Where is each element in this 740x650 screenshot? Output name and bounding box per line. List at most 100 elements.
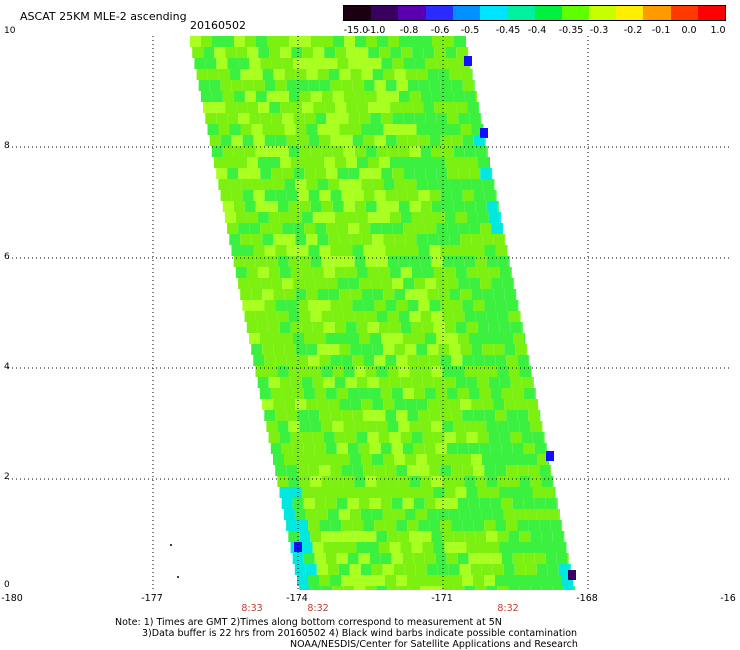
swath-cell bbox=[435, 498, 447, 509]
swath-cell bbox=[310, 256, 322, 267]
swath-cell bbox=[446, 443, 458, 454]
swath-cell bbox=[464, 91, 476, 102]
swath-cell bbox=[433, 322, 445, 333]
swath-cell bbox=[264, 410, 276, 421]
swath-cell bbox=[510, 432, 522, 443]
swath-cell bbox=[378, 377, 390, 388]
swath-cell bbox=[303, 498, 315, 509]
swath-cell bbox=[567, 553, 569, 564]
swath-cell bbox=[273, 289, 285, 300]
swath-cell bbox=[360, 509, 372, 520]
swath-cell bbox=[418, 190, 430, 201]
swath-cell bbox=[543, 487, 555, 498]
swath-cell bbox=[449, 234, 461, 245]
swath-cell bbox=[431, 311, 443, 322]
swath-cell bbox=[473, 190, 485, 201]
swath-cell bbox=[446, 498, 458, 509]
swath-cell bbox=[284, 179, 296, 190]
swath-cell bbox=[410, 36, 421, 47]
swath-cell bbox=[299, 421, 311, 432]
swath-cell bbox=[446, 388, 458, 399]
swath-cell bbox=[303, 443, 315, 454]
swath-cell bbox=[455, 542, 467, 553]
swath-cell bbox=[420, 256, 432, 267]
swath-cell bbox=[371, 564, 383, 575]
swath-cell bbox=[473, 135, 485, 146]
swath-cell bbox=[365, 421, 377, 432]
swath-cell bbox=[357, 102, 369, 113]
swath-cell bbox=[372, 344, 384, 355]
swath-cell bbox=[365, 256, 377, 267]
swath-cell bbox=[260, 58, 272, 69]
swath-cell bbox=[400, 487, 412, 498]
swath-cell bbox=[332, 311, 344, 322]
swath-cell bbox=[321, 91, 333, 102]
swath-cell bbox=[306, 124, 318, 135]
swath-cell bbox=[338, 564, 350, 575]
swath-cell bbox=[475, 311, 487, 322]
swath-cell bbox=[244, 146, 256, 157]
swath-cell bbox=[260, 223, 272, 234]
swath-cell bbox=[442, 366, 454, 377]
swath-cell bbox=[319, 465, 331, 476]
color-scale-label: -0.1 bbox=[651, 25, 671, 36]
swath-cell bbox=[394, 69, 406, 80]
swath-cell bbox=[420, 201, 432, 212]
swath-cell bbox=[387, 91, 399, 102]
swath-cell bbox=[447, 58, 459, 69]
swath-cell bbox=[370, 58, 382, 69]
swath-cell bbox=[388, 36, 399, 47]
swath-cell bbox=[451, 135, 463, 146]
swath-cell bbox=[246, 267, 258, 278]
swath-cell bbox=[374, 465, 386, 476]
swath-cell bbox=[550, 465, 552, 476]
swath-cell bbox=[444, 377, 456, 388]
swath-cell bbox=[420, 311, 432, 322]
swath-cell bbox=[358, 553, 370, 564]
swath-cell bbox=[238, 113, 250, 124]
swath-cell bbox=[409, 201, 421, 212]
swath-edge-cell bbox=[480, 128, 488, 138]
swath-cell bbox=[465, 36, 466, 47]
swath-cell bbox=[398, 531, 410, 542]
swath-cell bbox=[396, 300, 408, 311]
swath-cell bbox=[517, 410, 529, 421]
swath-cell bbox=[376, 146, 388, 157]
swath-cell bbox=[374, 190, 386, 201]
swath-cell bbox=[277, 366, 289, 377]
swath-cell bbox=[354, 531, 366, 542]
swath-cell bbox=[418, 410, 430, 421]
swath-cell bbox=[292, 553, 304, 564]
swath-cell bbox=[398, 476, 410, 487]
swath-cell bbox=[369, 443, 381, 454]
swath-cell bbox=[286, 355, 298, 366]
swath-cell bbox=[293, 223, 305, 234]
swath-cell bbox=[279, 212, 291, 223]
swath-cell bbox=[399, 36, 410, 47]
swath-cell bbox=[402, 443, 414, 454]
swath-cell bbox=[411, 377, 423, 388]
swath-cell bbox=[510, 542, 522, 553]
swath-cell bbox=[481, 564, 493, 575]
swath-cell bbox=[389, 212, 401, 223]
swath-cell bbox=[528, 465, 540, 476]
swath-cell bbox=[414, 113, 426, 124]
swath-cell bbox=[278, 36, 289, 47]
swath-cell bbox=[383, 124, 395, 135]
swath-cell bbox=[444, 432, 456, 443]
swath-cell bbox=[404, 509, 416, 520]
swath-cell bbox=[460, 69, 472, 80]
swath-cell bbox=[244, 311, 256, 322]
time-label: 8:32 bbox=[307, 603, 329, 614]
swath-cell bbox=[416, 344, 428, 355]
swath-cell bbox=[457, 443, 469, 454]
swath-cell bbox=[501, 388, 513, 399]
swath-cell bbox=[440, 80, 452, 91]
swath-cell bbox=[521, 542, 533, 553]
swath-cell bbox=[403, 58, 415, 69]
swath-cell bbox=[319, 190, 331, 201]
swath-cell bbox=[253, 355, 265, 366]
swath-cell bbox=[249, 58, 261, 69]
swath-cell bbox=[264, 245, 276, 256]
swath-cell bbox=[530, 586, 542, 590]
